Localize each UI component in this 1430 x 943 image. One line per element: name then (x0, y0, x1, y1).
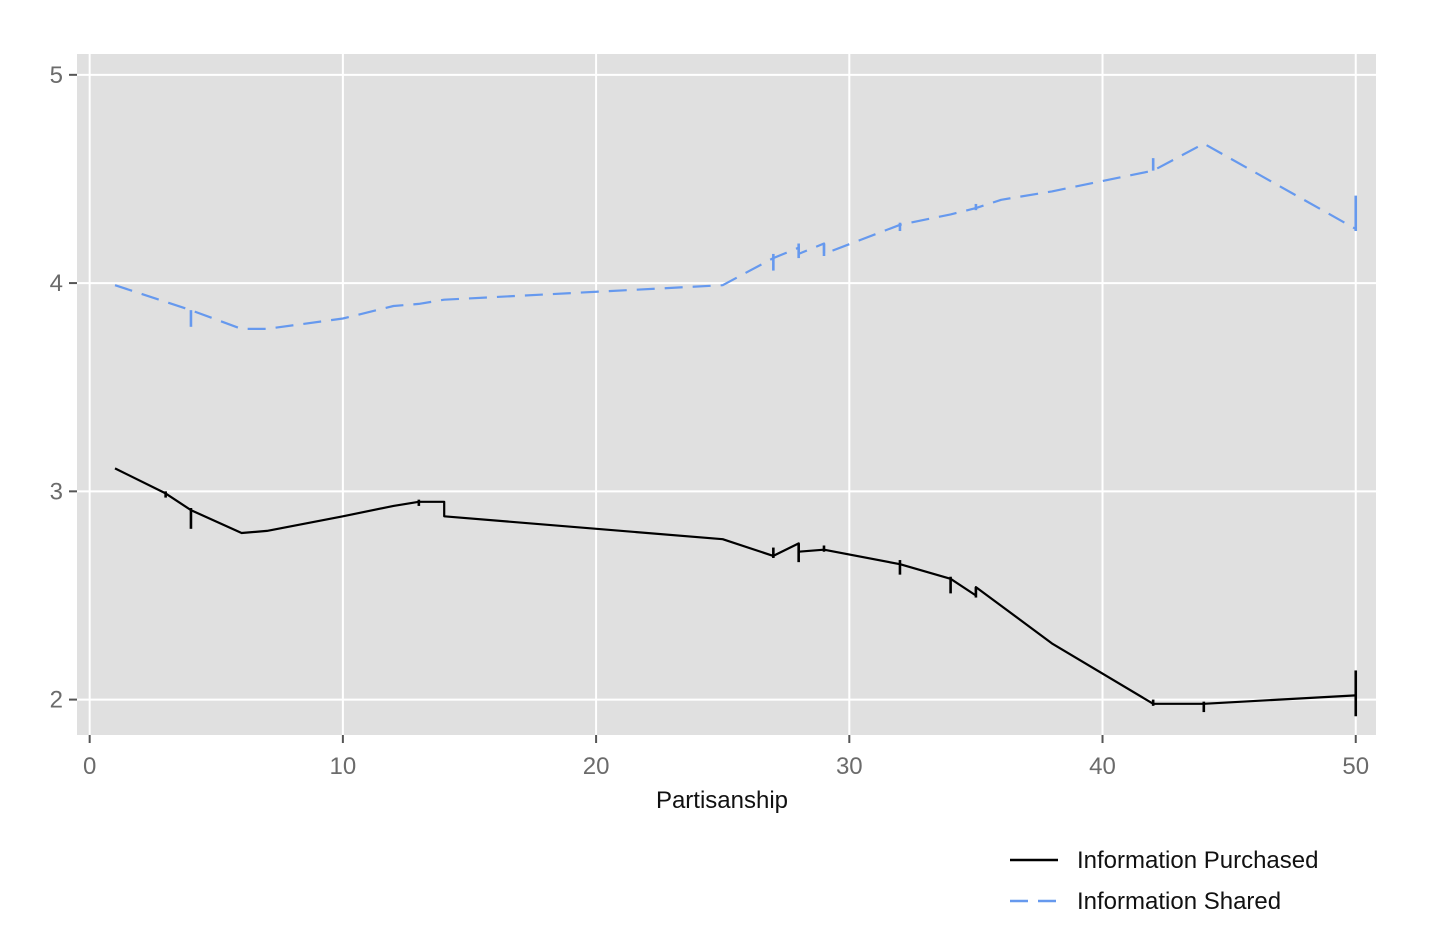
x-tick-label-1: 10 (330, 753, 357, 780)
x-tick-label-0: 0 (83, 753, 96, 780)
y-tick-label-3: 5 (50, 62, 63, 89)
y-axis: 2 3 4 5 (50, 62, 77, 714)
y-tick-label-1: 3 (50, 478, 63, 505)
series-lines (114, 142, 1358, 717)
x-tick-label-4: 40 (1089, 753, 1116, 780)
plot-panel (77, 54, 1376, 735)
legend-label-information-purchased: Information Purchased (1077, 847, 1318, 874)
x-tick-label-3: 30 (836, 753, 863, 780)
y-tick-label-2: 4 (50, 270, 63, 297)
x-tick-label-5: 50 (1342, 753, 1369, 780)
series-line-information-purchased (114, 467, 1356, 705)
x-axis-title: Partisanship (656, 787, 788, 814)
legend: Information Purchased Information Shared (1010, 847, 1318, 915)
x-tick-label-2: 20 (583, 753, 610, 780)
legend-label-information-shared: Information Shared (1077, 888, 1281, 915)
y-tick-label-0: 2 (50, 687, 63, 714)
x-axis: 0 10 20 30 40 50 (83, 735, 1369, 780)
